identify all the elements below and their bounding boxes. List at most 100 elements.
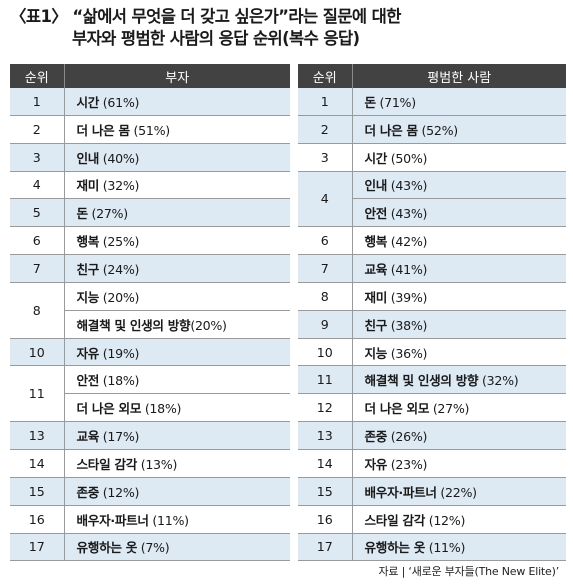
item-cell: 해결책 및 인생의 방향 (32%) <box>352 365 566 395</box>
item-name: 해결책 및 인생의 방향 <box>76 317 191 333</box>
item-name: 친구 <box>76 261 100 277</box>
item-cell: 더 나은 몸 (51%) <box>64 115 290 144</box>
item-percent: (32%) <box>478 373 519 389</box>
item-percent: (36%) <box>387 345 428 361</box>
item-percent: (41%) <box>387 261 428 277</box>
item-percent: (43%) <box>387 178 428 194</box>
item-percent: (32%) <box>99 178 140 194</box>
item-percent: (22%) <box>436 484 477 500</box>
item-name: 지능 <box>76 289 100 305</box>
item-name: 행복 <box>364 234 388 250</box>
item-cell: 지능 (20%) <box>64 282 290 311</box>
item-name: 돈 <box>76 206 89 222</box>
item-cell: 안전 (18%) <box>64 365 290 395</box>
item-name: 돈 <box>364 94 377 110</box>
item-name: 더 나은 몸 <box>364 122 419 138</box>
rank-cell: 16 <box>298 505 353 534</box>
item-name: 재미 <box>364 289 388 305</box>
item-name: 유행하는 옷 <box>364 540 426 556</box>
rank-cell: 1 <box>298 88 353 116</box>
item-percent: (27%) <box>429 401 470 417</box>
item-name: 자유 <box>364 456 388 472</box>
item-name: 친구 <box>364 317 388 333</box>
rank-cell: 11 <box>298 365 353 395</box>
rank-cell: 4 <box>298 171 353 228</box>
item-percent: (17%) <box>99 429 140 445</box>
item-name: 재미 <box>76 178 100 194</box>
item-name: 행복 <box>76 234 100 250</box>
item-cell: 더 나은 외모 (18%) <box>64 393 290 423</box>
item-percent: (42%) <box>387 234 428 250</box>
item-cell: 교육 (41%) <box>352 254 566 283</box>
item-cell: 유행하는 옷 (7%) <box>64 533 290 562</box>
item-name: 자유 <box>76 345 100 361</box>
rank-cell: 8 <box>10 282 65 339</box>
item-cell: 스타일 감각 (12%) <box>352 505 566 534</box>
item-percent: (20%) <box>99 289 140 305</box>
item-cell: 지능 (36%) <box>352 338 566 367</box>
table-row: 7 친구 (24%) <box>10 254 290 283</box>
item-percent: (26%) <box>387 429 428 445</box>
rank-cell: 13 <box>298 421 353 450</box>
table-row: 7 교육 (41%) <box>298 254 566 283</box>
table-row: 14 자유 (23%) <box>298 449 566 478</box>
item-name: 더 나은 외모 <box>76 401 142 417</box>
rank-cell: 10 <box>10 338 65 367</box>
item-percent: (50%) <box>387 150 428 166</box>
rank-cell: 16 <box>10 505 65 534</box>
item-percent: (12%) <box>425 512 466 528</box>
table-row: 6 행복 (25%) <box>10 226 290 256</box>
item-percent: (25%) <box>99 234 140 250</box>
item-cell: 인내 (40%) <box>64 143 290 172</box>
item-cell: 자유 (23%) <box>352 449 566 478</box>
rank-cell: 5 <box>10 198 65 228</box>
item-percent: (11%) <box>148 512 189 528</box>
item-name: 유행하는 옷 <box>76 540 138 556</box>
item-percent: (11%) <box>425 540 466 556</box>
item-cell: 존중 (12%) <box>64 477 290 506</box>
item-name: 시간 <box>76 94 100 110</box>
item-name: 인내 <box>76 150 100 166</box>
rank-cell: 3 <box>298 143 353 172</box>
item-percent: (13%) <box>137 456 178 472</box>
item-percent: (24%) <box>99 261 140 277</box>
rank-cell: 6 <box>10 226 65 256</box>
item-cell: 존중 (26%) <box>352 421 566 450</box>
item-percent: (19%) <box>99 345 140 361</box>
item-percent: (7%) <box>137 540 170 556</box>
table-row: 14 스타일 감각 (13%) <box>10 449 290 478</box>
table-row: 9 친구 (38%) <box>298 310 566 339</box>
table-row: 16 스타일 감각 (12%) <box>298 505 566 534</box>
item-cell: 더 나은 몸 (52%) <box>352 115 566 144</box>
rank-cell: 15 <box>298 477 353 506</box>
rank-cell: 13 <box>10 421 65 450</box>
item-percent: (12%) <box>99 484 140 500</box>
rank-cell: 15 <box>10 477 65 506</box>
rank-cell: 14 <box>298 449 353 478</box>
item-cell: 해결책 및 인생의 방향(20%) <box>64 310 290 339</box>
item-percent: (20%) <box>190 317 227 333</box>
rank-cell: 1 <box>10 88 65 116</box>
item-percent: (18%) <box>141 401 182 417</box>
item-cell: 시간 (50%) <box>352 143 566 172</box>
column-header-rank: 순위 <box>10 64 64 88</box>
item-percent: (27%) <box>87 206 129 222</box>
item-cell: 시간 (61%) <box>64 88 290 116</box>
item-name: 교육 <box>76 429 100 445</box>
item-percent: (52%) <box>417 122 459 138</box>
table-row: 4 재미 (32%) <box>10 171 290 200</box>
item-cell: 교육 (17%) <box>64 421 290 450</box>
item-percent: (43%) <box>387 206 428 222</box>
item-percent: (71%) <box>375 94 417 110</box>
rank-cell: 10 <box>298 338 353 367</box>
item-name: 해결책 및 인생의 방향 <box>364 373 479 389</box>
header-row: 순위 부자 <box>10 64 290 88</box>
item-name: 안전 <box>364 206 388 222</box>
item-name: 존중 <box>76 484 100 500</box>
